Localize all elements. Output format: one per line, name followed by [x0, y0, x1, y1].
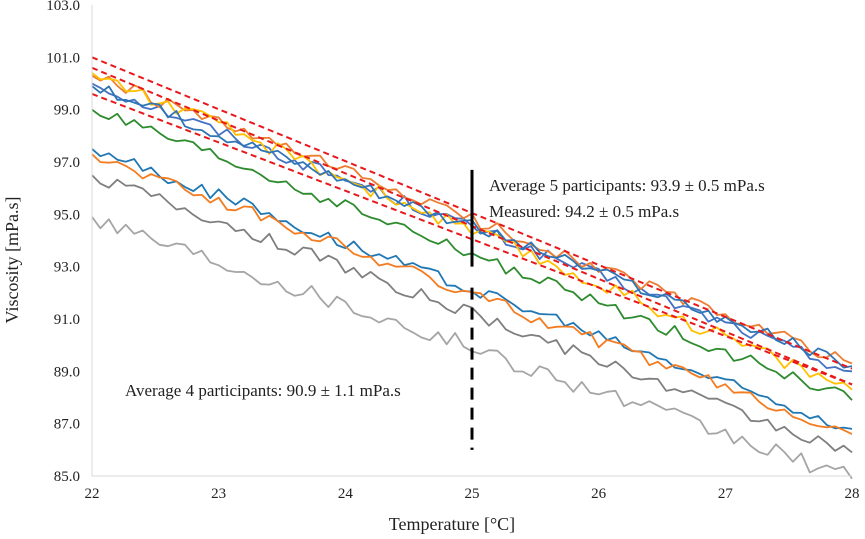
y-axis-label: Viscosity [mPa.s] — [2, 197, 22, 324]
y-tick-labels: 85.0 87.0 89.0 91.0 93.0 95.0 97.0 99.0 101.0 103… — [46, 0, 80, 485]
y-tick-label: 89.0 — [54, 364, 80, 380]
y-tick-label: 85.0 — [54, 469, 80, 485]
y-tick-label: 87.0 — [54, 417, 80, 433]
x-tick-label: 26 — [591, 486, 607, 502]
y-tick-label: 97.0 — [54, 155, 80, 171]
annotation-average-5: Average 5 participants: 93.9 ± 0.5 mPa.s — [489, 176, 765, 195]
y-tick-label: 103.0 — [46, 0, 80, 14]
x-axis-label: Temperature [°C] — [389, 514, 515, 534]
x-tick-label: 28 — [845, 486, 860, 502]
x-tick-label: 27 — [718, 486, 734, 502]
y-tick-label: 91.0 — [54, 312, 80, 328]
x-tick-labels: 22 23 24 25 26 27 28 — [85, 486, 860, 502]
trendline-3 — [91, 93, 853, 386]
annotation-average-4: Average 4 participants: 90.9 ± 1.1 mPa.s — [125, 381, 401, 400]
y-tick-label: 95.0 — [54, 207, 80, 223]
x-tick-label: 22 — [85, 486, 100, 502]
x-tick-label: 23 — [211, 486, 226, 502]
x-tick-label: 25 — [465, 486, 480, 502]
x-tick-label: 24 — [338, 486, 354, 502]
y-tick-label: 99.0 — [54, 103, 80, 119]
y-tick-label: 93.0 — [54, 260, 80, 276]
annotation-measured: Measured: 94.2 ± 0.5 mPa.s — [489, 202, 679, 221]
y-tick-label: 101.0 — [46, 50, 80, 66]
